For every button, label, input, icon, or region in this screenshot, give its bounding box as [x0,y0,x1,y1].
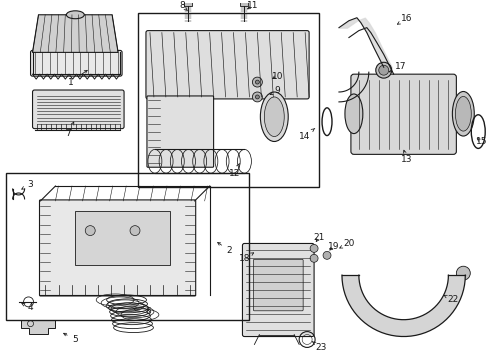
Ellipse shape [264,97,284,136]
Text: 3: 3 [21,180,33,189]
Circle shape [252,77,262,87]
Text: 2: 2 [217,243,232,255]
Text: 18: 18 [238,253,253,263]
Circle shape [130,226,140,235]
FancyBboxPatch shape [30,50,122,76]
Bar [183,1,191,6]
FancyBboxPatch shape [253,259,303,311]
Text: 12: 12 [228,163,240,178]
Text: 6: 6 [133,307,150,316]
Bar [6,173,249,320]
Polygon shape [33,15,118,53]
Circle shape [252,92,262,102]
FancyBboxPatch shape [145,31,308,99]
Bar [138,13,318,187]
Polygon shape [341,275,465,337]
Text: 1: 1 [67,70,87,87]
FancyBboxPatch shape [350,74,455,154]
FancyBboxPatch shape [147,96,213,167]
FancyBboxPatch shape [40,200,195,296]
Ellipse shape [66,11,84,19]
Ellipse shape [344,94,362,134]
Text: 15: 15 [474,137,486,146]
Text: 10: 10 [271,72,283,81]
Text: 23: 23 [312,342,326,352]
FancyBboxPatch shape [33,90,124,129]
Text: 19: 19 [327,242,339,251]
Text: 16: 16 [397,14,411,24]
Circle shape [255,95,259,99]
Text: 9: 9 [269,86,280,95]
Text: 22: 22 [443,295,458,305]
Bar [240,1,248,6]
Ellipse shape [454,96,470,131]
Text: 21: 21 [313,233,324,242]
Text: 13: 13 [400,150,411,164]
Text: 20: 20 [339,239,354,248]
Circle shape [323,251,330,259]
Text: 7: 7 [65,122,74,138]
Ellipse shape [375,62,391,78]
Circle shape [85,226,95,235]
Ellipse shape [451,91,473,136]
Text: 14: 14 [298,129,314,141]
Text: 17: 17 [388,62,406,72]
Ellipse shape [260,92,287,141]
Circle shape [255,80,259,84]
Polygon shape [20,320,55,334]
Circle shape [309,244,317,252]
Text: 11: 11 [246,1,258,10]
Bar [75,211,169,265]
Ellipse shape [455,266,469,280]
Text: 4: 4 [22,303,33,312]
Circle shape [309,255,317,262]
Text: 8: 8 [179,1,187,10]
Ellipse shape [378,65,388,75]
Text: 5: 5 [63,333,78,344]
FancyBboxPatch shape [242,243,313,337]
